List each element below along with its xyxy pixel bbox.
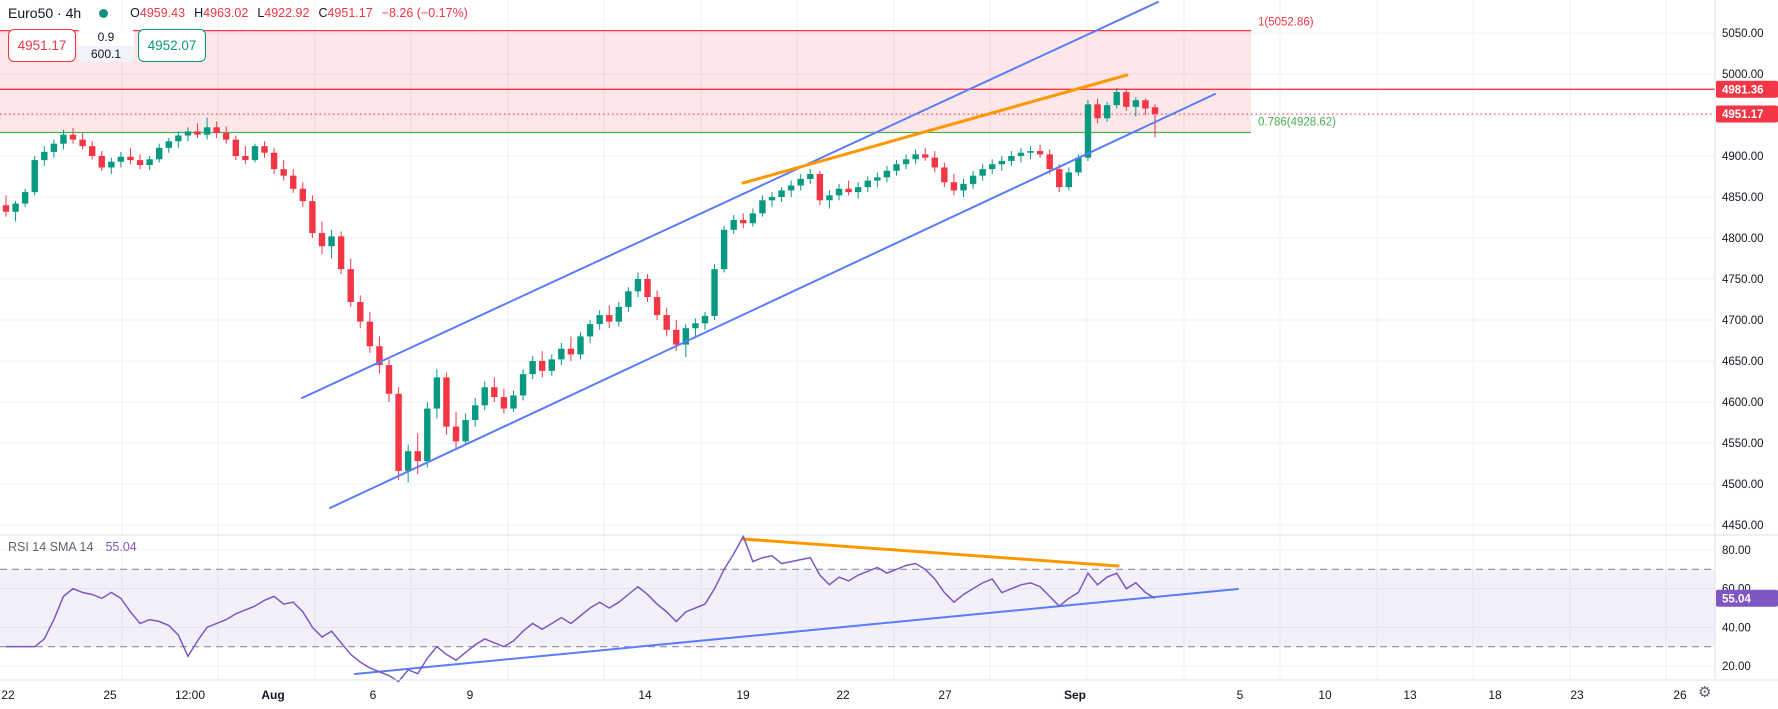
price-tick-label: 4600.00 <box>1722 397 1764 409</box>
settings-icon[interactable]: ⚙ <box>1698 684 1712 701</box>
price-resistance-trendline[interactable] <box>741 73 1129 185</box>
time-tick-label: 18 <box>1488 688 1502 702</box>
price-tick-label: 4450.00 <box>1722 520 1764 532</box>
price-channel-upper[interactable] <box>301 1 1159 399</box>
rsi-indicator-value: 55.04 <box>105 540 137 554</box>
rsi-indicator-title: RSI 14 SMA 14 <box>8 540 94 554</box>
time-tick-label: 19 <box>736 688 750 702</box>
sell-button[interactable]: 4951.17 <box>8 29 76 62</box>
gridlines <box>0 0 1715 680</box>
ohlc-pair: H4963.02 <box>194 6 249 20</box>
chart-header: Euro50 · 4h O4959.43 H4963.02 L4922.92 C495… <box>8 5 468 21</box>
buy-button[interactable]: 4952.07 <box>138 29 206 62</box>
time-tick-label: 6 <box>370 688 377 702</box>
candlesticks <box>2 87 1159 483</box>
time-tick-label: 25 <box>103 688 117 702</box>
time-tick-label: 23 <box>1570 688 1584 702</box>
price-channel-lower[interactable] <box>329 93 1216 509</box>
rsi-tick-label: 80.00 <box>1722 545 1751 557</box>
fib-level-0786-label: 0.786(4928.62) <box>1258 117 1336 129</box>
svg-text:4981.36: 4981.36 <box>1722 84 1764 96</box>
ohlc-pair: O4959.43 <box>130 6 186 20</box>
price-tick-label: 4850.00 <box>1722 192 1764 204</box>
price-axis[interactable]: 5050.00 5000.00 4900.00 4850.00 4800.00 4750.… <box>1722 28 1764 673</box>
trade-widget: 4951.17 0.9 600.1 4952.07 <box>8 29 206 62</box>
ohlc-pair: C4951.17 <box>318 6 373 20</box>
price-tick-label: 4900.00 <box>1722 151 1764 163</box>
time-tick-label: 22 <box>1 688 15 702</box>
price-tick-label: 4500.00 <box>1722 479 1764 491</box>
rsi-badge: 55.04 <box>1716 589 1778 607</box>
price-tick-label: 4800.00 <box>1722 233 1764 245</box>
time-tick-label: 26 <box>1673 688 1687 702</box>
price-tick-label: 5050.00 <box>1722 28 1764 40</box>
time-tick-label: 5 <box>1237 688 1244 702</box>
time-tick-label: 10 <box>1318 688 1332 702</box>
market-status-icon <box>99 8 109 18</box>
price-tick-label: 4550.00 <box>1722 438 1764 450</box>
fib-level-1-label: 1(5052.86) <box>1258 17 1314 29</box>
ohlc-values: O4959.43 H4963.02 L4922.92 C4951.17 −8.26 (−… <box>130 6 468 20</box>
price-badge: 4951.17 <box>1716 105 1778 123</box>
price-tick-label: 4700.00 <box>1722 315 1764 327</box>
rsi-tick-label: 20.00 <box>1722 661 1751 673</box>
svg-text:4951.17: 4951.17 <box>1722 109 1764 121</box>
time-tick-label: 27 <box>938 688 952 702</box>
svg-text:55.04: 55.04 <box>1722 593 1751 605</box>
spread-cell: 0.9 600.1 <box>78 29 134 62</box>
lot-value: 600.1 <box>78 45 134 62</box>
rsi-indicator-label[interactable]: RSI 14 SMA 14 55.04 <box>8 540 137 554</box>
rsi-support-trendline[interactable] <box>354 588 1239 675</box>
time-tick-label: 22 <box>836 688 850 702</box>
change-value: −8.26 (−0.17%) <box>381 6 468 20</box>
time-tick-label: Aug <box>261 688 284 702</box>
time-tick-label: Sep <box>1064 688 1086 702</box>
fib-zone[interactable]: 1(5052.86) 0.786(4928.62) <box>0 17 1336 134</box>
time-tick-label: 13 <box>1403 688 1417 702</box>
price-tick-label: 5000.00 <box>1722 69 1764 81</box>
spread-value: 0.9 <box>78 29 134 46</box>
rsi-line[interactable] <box>6 534 1156 683</box>
rsi-divergence-trendline[interactable] <box>741 537 1120 568</box>
time-tick-label: 12:00 <box>175 688 205 702</box>
time-tick-label: 14 <box>638 688 652 702</box>
time-tick-label: 9 <box>467 688 474 702</box>
price-tick-label: 4650.00 <box>1722 356 1764 368</box>
rsi-tick-label: 40.00 <box>1722 622 1751 634</box>
ohlc-pair: L4922.92 <box>257 6 310 20</box>
symbol-title[interactable]: Euro50 · 4h <box>8 5 82 21</box>
price-tick-label: 4750.00 <box>1722 274 1764 286</box>
time-axis[interactable]: 22 25 12:00 Aug 6 9 14 19 22 27 Sep 5 10 13 18 23 26 <box>1 688 1687 702</box>
price-badge: 4981.36 <box>1716 80 1778 98</box>
rsi-band <box>0 568 1715 648</box>
